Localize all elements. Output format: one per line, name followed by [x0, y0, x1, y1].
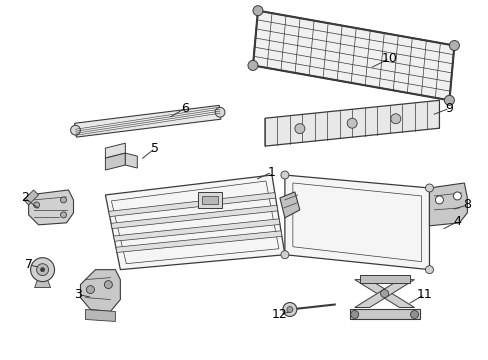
Polygon shape [354, 280, 414, 307]
Circle shape [31, 258, 55, 282]
Circle shape [280, 171, 288, 179]
Polygon shape [81, 270, 120, 311]
Circle shape [215, 107, 224, 117]
Polygon shape [29, 190, 73, 225]
Circle shape [104, 280, 112, 289]
Text: 8: 8 [463, 198, 470, 211]
Circle shape [294, 123, 304, 134]
Circle shape [452, 192, 461, 200]
Polygon shape [35, 280, 50, 288]
Polygon shape [85, 310, 115, 321]
Circle shape [86, 285, 94, 293]
Polygon shape [105, 153, 125, 170]
Text: 6: 6 [181, 102, 189, 115]
Polygon shape [428, 183, 467, 226]
Text: 1: 1 [267, 166, 275, 179]
Polygon shape [116, 231, 281, 252]
Circle shape [286, 306, 292, 312]
Polygon shape [349, 310, 419, 319]
Polygon shape [359, 275, 408, 283]
Circle shape [247, 60, 258, 71]
Text: 11: 11 [416, 288, 431, 301]
Polygon shape [279, 192, 299, 218]
Polygon shape [285, 175, 428, 270]
Circle shape [390, 114, 400, 124]
Polygon shape [354, 280, 414, 307]
Text: 2: 2 [20, 192, 28, 204]
Polygon shape [111, 205, 277, 229]
Circle shape [425, 266, 432, 274]
Text: 9: 9 [445, 102, 452, 115]
Text: 4: 4 [452, 215, 460, 228]
Circle shape [34, 202, 40, 208]
Text: 3: 3 [74, 288, 82, 301]
Circle shape [435, 196, 443, 204]
Circle shape [380, 289, 388, 298]
Polygon shape [105, 175, 285, 270]
Polygon shape [113, 219, 280, 241]
Polygon shape [108, 193, 275, 217]
Circle shape [425, 184, 432, 192]
Circle shape [410, 310, 418, 319]
Polygon shape [105, 143, 125, 158]
Circle shape [448, 41, 458, 50]
Circle shape [350, 310, 358, 319]
Circle shape [37, 264, 48, 276]
Circle shape [61, 212, 66, 218]
Polygon shape [264, 100, 439, 146]
Circle shape [61, 197, 66, 203]
Polygon shape [75, 105, 221, 137]
Text: 10: 10 [381, 52, 397, 65]
Polygon shape [202, 196, 218, 204]
Circle shape [70, 125, 80, 135]
Circle shape [41, 268, 44, 272]
Polygon shape [198, 192, 222, 208]
Text: 5: 5 [151, 141, 159, 155]
Circle shape [280, 251, 288, 259]
Circle shape [283, 302, 296, 316]
Circle shape [346, 118, 356, 128]
Polygon shape [23, 190, 39, 205]
Text: 7: 7 [24, 258, 33, 271]
Polygon shape [125, 153, 137, 168]
Polygon shape [252, 11, 453, 100]
Text: 12: 12 [271, 308, 287, 321]
Circle shape [252, 6, 263, 15]
Circle shape [444, 95, 453, 105]
